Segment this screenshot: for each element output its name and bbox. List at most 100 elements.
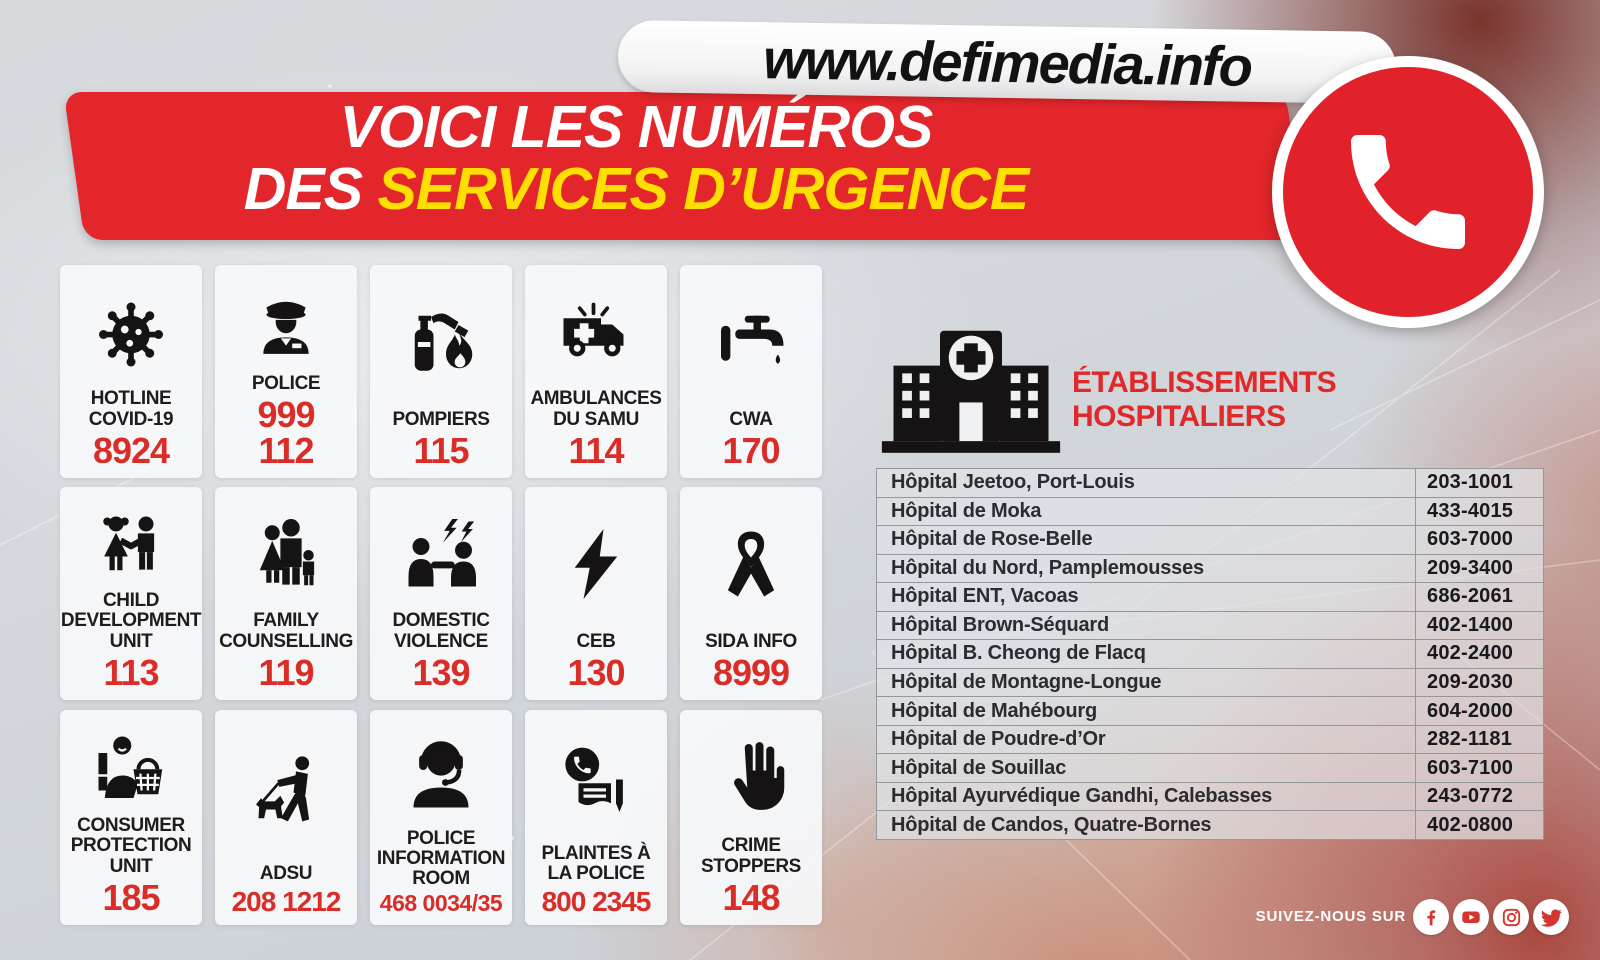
service-number: 185 bbox=[102, 876, 160, 918]
police-officer-icon bbox=[263, 301, 309, 354]
service-label: ADSU bbox=[259, 863, 313, 885]
hospital-name: Hôpital Brown-Séquard bbox=[891, 613, 1110, 636]
service-number: 468 0034/35 bbox=[379, 890, 503, 917]
hospital-name: Hôpital Ayurvédique Gandhi, Calebasses bbox=[891, 785, 1273, 808]
hospital-name: Hôpital ENT, Vacoas bbox=[891, 585, 1079, 608]
stop-hand-icon bbox=[734, 742, 785, 811]
hospital-row: Hôpital de Montagne-Longue 209-2030 bbox=[877, 668, 1543, 698]
hospital-phone: 243-0772 bbox=[1415, 782, 1543, 811]
hospital-row: Hôpital de Candos, Quatre-Bornes 402-0800 bbox=[877, 811, 1543, 839]
hospital-row: Hôpital du Nord, Pamplemousses 209-3400 bbox=[877, 554, 1543, 584]
hospital-phone: 203-1001 bbox=[1415, 469, 1543, 497]
hospital-name: Hôpital Jeetoo, Port-Louis bbox=[891, 471, 1135, 494]
hospital-name: Hôpital de Poudre-d’Or bbox=[891, 728, 1106, 751]
hospitals-table: Hôpital Jeetoo, Port-Louis 203-1001 Hôpit… bbox=[876, 468, 1544, 840]
service-card-pompiers: POMPIERS 115 bbox=[370, 265, 512, 478]
service-number: 114 bbox=[568, 429, 624, 471]
family-icon bbox=[259, 519, 315, 586]
hospital-row: Hôpital de Rose-Belle 603-7000 bbox=[877, 526, 1543, 555]
service-label: POMPIERS bbox=[392, 408, 490, 430]
hospital-name: Hôpital de Mahébourg bbox=[891, 699, 1098, 722]
service-label: POLICE bbox=[251, 373, 321, 395]
instagram-icon[interactable] bbox=[1493, 899, 1529, 935]
social-links bbox=[1413, 899, 1569, 935]
awareness-ribbon-icon bbox=[727, 531, 775, 597]
hospital-row: Hôpital de Souillac 603-7100 bbox=[877, 754, 1543, 783]
service-card-police: POLICE 999 112 bbox=[215, 265, 357, 478]
page-title: VOICI LES NUMÉROS DES SERVICES D’URGENCE bbox=[86, 98, 1186, 219]
youtube-icon[interactable] bbox=[1453, 899, 1489, 935]
service-card-child-development-unit: CHILD DEVELOPMENT UNIT 113 bbox=[60, 487, 202, 700]
consumer-basket-icon bbox=[98, 736, 163, 799]
service-card-hotline-covid19: HOTLINE COVID-19 8924 bbox=[60, 265, 202, 478]
twitter-icon[interactable] bbox=[1533, 899, 1569, 935]
hospital-phone: 603-7000 bbox=[1415, 526, 1543, 554]
service-card-ambulances-samu: AMBULANCES DU SAMU 114 bbox=[525, 265, 667, 478]
service-card-ceb: CEB 130 bbox=[525, 487, 667, 700]
hospital-phone: 603-7100 bbox=[1415, 754, 1543, 782]
hospital-row: Hôpital de Mahébourg 604-2000 bbox=[877, 697, 1543, 726]
service-card-crime-stoppers: CRIME STOPPERS 148 bbox=[680, 710, 822, 925]
ambulance-icon bbox=[563, 302, 624, 357]
service-label: CRIME STOPPERS bbox=[701, 835, 801, 877]
service-label: CWA bbox=[729, 408, 773, 430]
service-card-plaintes-police: PLAINTES À LA POLICE 800 2345 bbox=[525, 710, 667, 925]
hospital-phone: 686-2061 bbox=[1415, 583, 1543, 611]
hospital-name: Hôpital de Rose-Belle bbox=[891, 528, 1093, 551]
service-number: 208 1212 bbox=[231, 885, 342, 917]
service-number: 800 2345 bbox=[541, 885, 652, 917]
service-number: 119 bbox=[258, 651, 314, 693]
hospital-name: Hôpital B. Cheong de Flacq bbox=[891, 642, 1146, 665]
service-card-sida-info: SIDA INFO 8999 bbox=[680, 487, 822, 700]
hospital-name: Hôpital de Moka bbox=[891, 499, 1042, 522]
title-line2: DES SERVICES D’URGENCE bbox=[86, 160, 1186, 219]
service-label: POLICE INFORMATION ROOM bbox=[376, 828, 506, 890]
title-line1: VOICI LES NUMÉROS bbox=[339, 94, 934, 160]
phone-badge bbox=[1272, 56, 1544, 328]
service-number: 113 bbox=[103, 651, 159, 693]
headset-operator-icon bbox=[413, 740, 469, 808]
hospital-phone: 282-1181 bbox=[1415, 725, 1543, 754]
service-label: AMBULANCES DU SAMU bbox=[530, 388, 662, 430]
follow-us-label: SUIVEZ-NOUS SUR bbox=[1255, 908, 1406, 925]
hospital-phone: 209-2030 bbox=[1415, 668, 1543, 697]
hospital-row: Hôpital B. Cheong de Flacq 402-2400 bbox=[877, 640, 1543, 669]
hospital-phone: 402-2400 bbox=[1415, 640, 1543, 668]
hospital-name: Hôpital de Montagne-Longue bbox=[891, 670, 1162, 693]
website-url: www.defimedia.info bbox=[762, 26, 1252, 98]
hospital-row: Hôpital ENT, Vacoas 686-2061 bbox=[877, 583, 1543, 612]
hospital-name: Hôpital de Candos, Quatre-Bornes bbox=[891, 813, 1212, 836]
lightning-icon bbox=[574, 529, 618, 600]
hospital-name: Hôpital du Nord, Pamplemousses bbox=[891, 556, 1204, 579]
service-label: FAMILY COUNSELLING bbox=[219, 610, 353, 652]
service-number: 115 bbox=[413, 429, 469, 471]
service-card-police-information-room: POLICE INFORMATION ROOM 468 0034/35 bbox=[370, 710, 512, 925]
service-card-cwa: CWA 170 bbox=[680, 265, 822, 478]
service-card-consumer-protection-unit: CONSUMER PROTECTION UNIT 185 bbox=[60, 710, 202, 925]
fire-extinguisher-icon bbox=[414, 313, 473, 372]
service-number: 8999 bbox=[712, 651, 790, 693]
service-number: 139 bbox=[412, 651, 470, 693]
title-line2-highlight: SERVICES D’URGENCE bbox=[377, 156, 1029, 222]
hospitals-section-title: ÉTABLISSEMENTS HOSPITALIERS bbox=[1072, 366, 1337, 433]
hospital-phone: 209-3400 bbox=[1415, 554, 1543, 583]
water-tap-icon bbox=[721, 316, 784, 365]
service-label: CHILD DEVELOPMENT UNIT bbox=[60, 590, 202, 652]
hospital-phone: 402-0800 bbox=[1415, 811, 1543, 839]
service-label: CEB bbox=[576, 630, 616, 652]
service-card-domestic-violence: DOMESTIC VIOLENCE 139 bbox=[370, 487, 512, 700]
facebook-icon[interactable] bbox=[1413, 899, 1449, 935]
hospital-phone: 604-2000 bbox=[1415, 697, 1543, 725]
service-label: HOTLINE COVID-19 bbox=[88, 388, 174, 430]
children-icon bbox=[103, 516, 155, 571]
service-number: 130 bbox=[567, 651, 625, 693]
hospital-row: Hôpital de Moka 433-4015 bbox=[877, 497, 1543, 527]
domestic-violence-icon bbox=[408, 519, 476, 587]
hospital-phone: 433-4015 bbox=[1415, 497, 1543, 526]
website-banner[interactable]: www.defimedia.info bbox=[617, 19, 1397, 105]
title-line2-prefix: DES bbox=[243, 156, 378, 222]
hospital-row: Hôpital de Poudre-d’Or 282-1181 bbox=[877, 725, 1543, 755]
phone-icon bbox=[1351, 135, 1465, 249]
virus-icon bbox=[99, 302, 163, 367]
